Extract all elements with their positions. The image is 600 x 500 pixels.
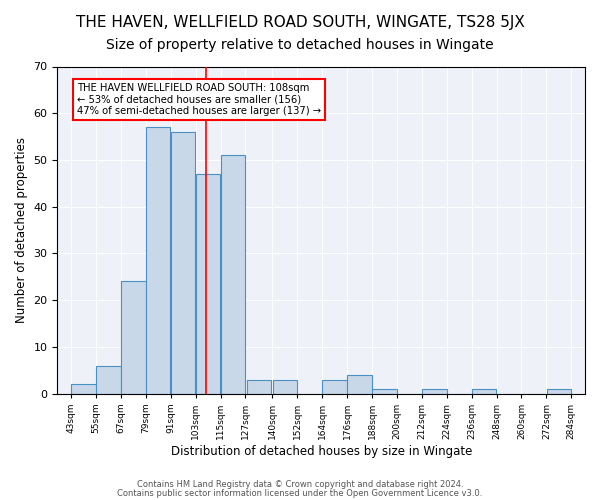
Text: Contains HM Land Registry data © Crown copyright and database right 2024.: Contains HM Land Registry data © Crown c… [137, 480, 463, 489]
Text: THE HAVEN, WELLFIELD ROAD SOUTH, WINGATE, TS28 5JX: THE HAVEN, WELLFIELD ROAD SOUTH, WINGATE… [76, 15, 524, 30]
Bar [121, 282, 146, 394]
Bar [422, 389, 446, 394]
Bar [171, 132, 196, 394]
Bar [196, 174, 220, 394]
Bar [146, 127, 170, 394]
Bar [347, 375, 372, 394]
Bar [272, 380, 297, 394]
Text: Size of property relative to detached houses in Wingate: Size of property relative to detached ho… [106, 38, 494, 52]
Bar [71, 384, 96, 394]
Bar [373, 389, 397, 394]
Text: Contains public sector information licensed under the Open Government Licence v3: Contains public sector information licen… [118, 488, 482, 498]
X-axis label: Distribution of detached houses by size in Wingate: Distribution of detached houses by size … [170, 444, 472, 458]
Y-axis label: Number of detached properties: Number of detached properties [15, 137, 28, 323]
Bar [247, 380, 271, 394]
Text: THE HAVEN WELLFIELD ROAD SOUTH: 108sqm
← 53% of detached houses are smaller (156: THE HAVEN WELLFIELD ROAD SOUTH: 108sqm ←… [77, 83, 322, 116]
Bar [221, 156, 245, 394]
Bar [547, 389, 571, 394]
Bar [96, 366, 121, 394]
Bar [322, 380, 347, 394]
Bar [472, 389, 496, 394]
